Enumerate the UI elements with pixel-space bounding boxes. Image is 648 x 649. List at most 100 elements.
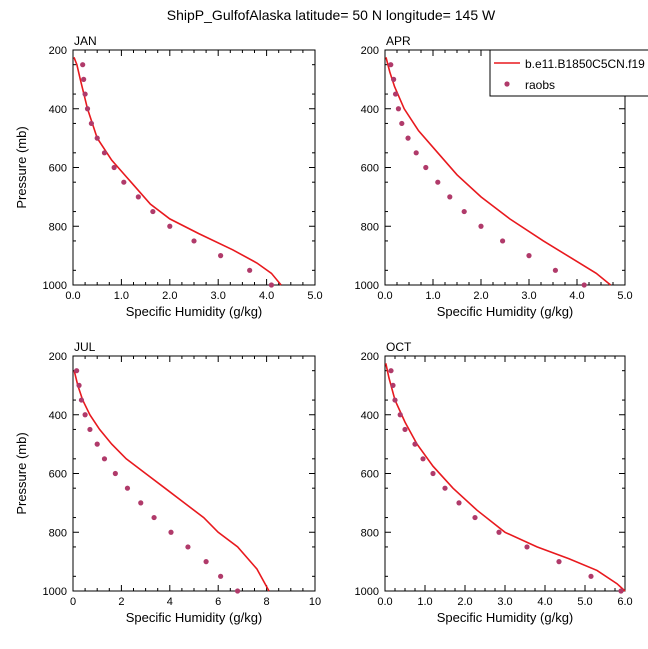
- obs-point: [618, 588, 624, 594]
- obs-point: [412, 441, 418, 447]
- obs-point: [552, 267, 559, 273]
- y-tick-label: 200: [361, 351, 379, 363]
- obs-point: [234, 588, 241, 594]
- y-tick-label: 1000: [355, 586, 379, 598]
- x-tick-label: 8: [264, 596, 270, 608]
- model-series-line: [73, 57, 282, 286]
- obs-point: [94, 135, 100, 141]
- x-tick-label: 0.0: [65, 290, 80, 302]
- obs-point: [150, 208, 156, 215]
- obs-point: [151, 514, 157, 521]
- obs-point: [87, 426, 93, 433]
- y-axis-label: Pressure (mb): [14, 432, 29, 514]
- x-tick-label: 4.0: [259, 290, 274, 302]
- obs-point: [390, 382, 396, 388]
- plot-frame: [72, 355, 316, 592]
- obs-point: [138, 500, 144, 506]
- obs-point: [402, 426, 408, 433]
- legend-box: [489, 49, 648, 97]
- obs-point: [399, 120, 405, 127]
- obs-point: [524, 544, 530, 550]
- y-tick-label: 400: [361, 410, 379, 422]
- x-tick-label: 0.0: [377, 290, 392, 302]
- y-tick-label: 400: [361, 104, 379, 116]
- obs-point: [500, 238, 506, 244]
- obs-point: [167, 223, 173, 229]
- x-tick-label: 3.0: [211, 290, 226, 302]
- y-tick-label: 800: [361, 527, 379, 539]
- y-tick-label: 1000: [355, 280, 379, 292]
- panel-label: JAN: [74, 34, 97, 48]
- model-series-line: [73, 370, 270, 592]
- obs-point: [435, 179, 441, 185]
- obs-point: [111, 164, 117, 171]
- obs-point: [218, 253, 224, 259]
- plot-frame: [72, 49, 316, 286]
- obs-point: [185, 544, 191, 550]
- obs-point: [81, 76, 87, 82]
- panels: JAN 0.0 1.0 2.0 3.0 4.0 5.0 200 400 600 800 1000 Spe…: [14, 34, 633, 625]
- obs-point: [168, 529, 174, 535]
- y-tick-label: 600: [49, 469, 67, 481]
- obs-point: [588, 573, 594, 579]
- chart-panel-jan: JAN 0.0 1.0 2.0 3.0 4.0 5.0 200 400 600 800 1000 Spe…: [14, 34, 323, 319]
- obs-point: [413, 150, 419, 156]
- obs-point: [76, 382, 82, 388]
- x-tick-label: 2.0: [162, 290, 177, 302]
- y-tick-label: 800: [49, 221, 67, 233]
- obs-point: [395, 106, 402, 112]
- obs-point: [80, 62, 86, 68]
- obs-point: [88, 120, 94, 127]
- chart-panel-oct: OCT 0.0 1.0 2.0 3.0 4.0 5.0 6.0 200 400 600 800 1000…: [355, 340, 633, 625]
- x-tick-label: 2: [118, 596, 124, 608]
- panel-label: APR: [386, 34, 411, 48]
- x-axis-label: Specific Humidity (g/kg): [437, 610, 574, 625]
- y-tick-label: 1000: [43, 280, 67, 292]
- x-tick-label: 2.0: [457, 596, 472, 608]
- model-series-line: [385, 57, 612, 286]
- obs-point: [556, 559, 562, 565]
- y-tick-label: 400: [49, 104, 67, 116]
- x-tick-label: 1.0: [417, 596, 432, 608]
- y-tick-label: 600: [49, 163, 67, 175]
- obs-point: [392, 397, 398, 403]
- obs-point: [94, 441, 100, 447]
- obs-point: [135, 194, 141, 200]
- obs-point: [101, 150, 108, 156]
- obs-point: [124, 485, 131, 491]
- x-tick-label: 1.0: [114, 290, 129, 302]
- x-tick-label: 5.0: [617, 290, 632, 302]
- x-tick-label: 3.0: [521, 290, 536, 302]
- obs-point: [203, 559, 209, 565]
- x-tick-label: 4.0: [569, 290, 584, 302]
- x-axis-label: Specific Humidity (g/kg): [126, 610, 263, 625]
- x-tick-label: 6.0: [617, 596, 632, 608]
- x-axis-label: Specific Humidity (g/kg): [126, 304, 263, 319]
- x-tick-label: 1.0: [425, 290, 440, 302]
- y-tick-label: 600: [361, 163, 379, 175]
- obs-point: [101, 456, 108, 462]
- obs-point: [388, 62, 394, 68]
- obs-point: [478, 223, 484, 229]
- x-axis-label: Specific Humidity (g/kg): [437, 304, 574, 319]
- panel-label: JUL: [74, 340, 96, 354]
- obs-point: [472, 514, 478, 521]
- obs-point: [121, 179, 127, 185]
- x-tick-label: 10: [309, 596, 321, 608]
- y-tick-label: 200: [361, 45, 379, 57]
- obs-point: [247, 267, 253, 273]
- obs-point: [112, 470, 118, 477]
- obs-point: [447, 194, 453, 200]
- plot-frame: [384, 355, 626, 592]
- x-tick-label: 3.0: [497, 596, 512, 608]
- y-tick-label: 200: [49, 351, 67, 363]
- y-tick-label: 600: [361, 469, 379, 481]
- obs-point: [218, 573, 224, 579]
- obs-point: [78, 397, 85, 403]
- obs-point: [461, 208, 467, 215]
- obs-point: [82, 91, 88, 97]
- obs-point: [82, 412, 88, 418]
- obs-point: [392, 91, 399, 97]
- figure-title: ShipP_GulfofAlaska latitude= 50 N longit…: [167, 7, 496, 23]
- obs-point: [74, 368, 80, 374]
